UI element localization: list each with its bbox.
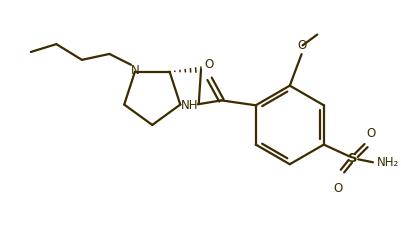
Text: O: O: [365, 127, 375, 140]
Text: O: O: [203, 58, 213, 71]
Text: O: O: [332, 182, 341, 195]
Text: NH: NH: [181, 99, 198, 112]
Text: N: N: [130, 64, 139, 77]
Text: NH₂: NH₂: [376, 156, 398, 169]
Text: O: O: [296, 39, 306, 52]
Text: S: S: [348, 152, 357, 165]
